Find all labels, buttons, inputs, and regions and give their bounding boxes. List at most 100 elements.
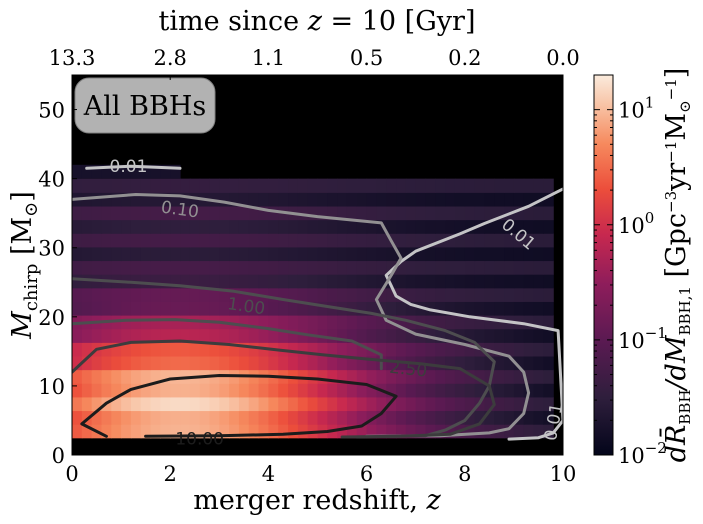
heatmap-cell: [248, 424, 260, 439]
x-tick-label: 2: [164, 462, 177, 486]
heatmap-cell: [484, 192, 495, 207]
heatmap-cell: [238, 246, 250, 262]
heatmap-cell: [111, 383, 122, 398]
heatmap-cell: [396, 219, 407, 234]
heatmap-cell: [140, 383, 152, 398]
heatmap-cell: [307, 260, 319, 275]
heatmap-cell: [346, 219, 358, 234]
heatmap-cell: [288, 410, 299, 425]
heatmap-cell: [543, 355, 554, 371]
heatmap-cell: [504, 355, 515, 371]
heatmap-cell: [484, 410, 495, 425]
heatmap-cell: [111, 396, 122, 412]
heatmap-cell: [121, 396, 132, 412]
heatmap-cell: [346, 410, 358, 425]
heatmap-cell: [72, 260, 83, 275]
heatmap-cell: [180, 287, 191, 302]
heatmap-cell: [543, 205, 554, 221]
heatmap-cell: [229, 328, 240, 343]
heatmap-cell: [337, 219, 348, 234]
heatmap-cell: [435, 328, 446, 343]
heatmap-cell: [454, 342, 466, 357]
heatmap-cell: [356, 369, 368, 384]
heatmap-cell: [494, 287, 505, 302]
heatmap-cell: [258, 178, 269, 193]
heatmap-cell: [523, 287, 535, 302]
heatmap-cell: [494, 369, 505, 384]
heatmap-cell: [258, 424, 269, 439]
heatmap-cell: [337, 383, 348, 398]
heatmap-cell: [523, 274, 535, 289]
heatmap-cell: [425, 410, 436, 425]
heatmap-cell: [150, 274, 161, 289]
heatmap-cell: [130, 178, 142, 193]
heatmap-cell: [454, 369, 466, 384]
heatmap-cell: [474, 233, 486, 248]
heatmap-cell: [435, 205, 446, 221]
heatmap-cell: [327, 410, 338, 425]
heatmap-cell: [484, 301, 495, 316]
heatmap-cell: [405, 424, 417, 439]
heatmap-cell: [543, 410, 554, 425]
heatmap-cell: [180, 355, 191, 371]
heatmap-cell: [219, 274, 230, 289]
heatmap-cell: [317, 260, 328, 275]
heatmap-cell: [121, 164, 132, 179]
heatmap-cell: [543, 287, 554, 302]
heatmap-cell: [396, 424, 407, 439]
heatmap-cell: [238, 410, 250, 425]
heatmap-cell: [130, 424, 142, 439]
heatmap-cell: [248, 192, 260, 207]
heatmap-cell: [523, 315, 535, 330]
heatmap-cell: [307, 383, 319, 398]
heatmap-cell: [346, 369, 358, 384]
heatmap-cell: [317, 192, 328, 207]
heatmap-cell: [288, 192, 299, 207]
heatmap-cell: [307, 410, 319, 425]
heatmap-cell: [396, 301, 407, 316]
heatmap-cell: [91, 178, 103, 193]
heatmap-cell: [484, 315, 495, 330]
heatmap-cell: [386, 355, 397, 371]
heatmap-cell: [170, 274, 181, 289]
heatmap-cell: [415, 410, 427, 425]
x-tick-label: 6: [360, 462, 373, 486]
heatmap-cell: [464, 328, 476, 343]
heatmap-cell: [513, 178, 525, 193]
heatmap-cell: [278, 260, 289, 275]
heatmap-cell: [121, 287, 132, 302]
heatmap-cell: [258, 410, 269, 425]
heatmap-cell: [72, 355, 83, 371]
heatmap-cell: [454, 192, 466, 207]
heatmap-cell: [484, 233, 495, 248]
heatmap-cell: [464, 301, 476, 316]
heatmap-cell: [278, 219, 289, 234]
heatmap-cell: [337, 274, 348, 289]
heatmap-cell: [72, 164, 83, 179]
heatmap-cell: [366, 287, 378, 302]
heatmap-cell: [356, 274, 368, 289]
heatmap-cell: [327, 246, 338, 262]
heatmap-cell: [130, 315, 142, 330]
heatmap-cell: [278, 192, 289, 207]
heatmap-cell: [101, 260, 112, 275]
heatmap-cell: [248, 396, 260, 412]
contour-line: [384, 187, 563, 441]
heatmap-cell: [91, 355, 103, 371]
heatmap-cell: [91, 301, 103, 316]
heatmap-cell: [268, 260, 279, 275]
heatmap-cell: [484, 205, 495, 221]
heatmap-cell: [307, 396, 319, 412]
heatmap-cell: [425, 178, 436, 193]
heatmap-cell: [91, 219, 103, 234]
heatmap-cell: [160, 219, 171, 234]
heatmap-cell: [288, 274, 299, 289]
heatmap-cell: [445, 205, 456, 221]
heatmap-cell: [376, 192, 387, 207]
heatmap-cell: [140, 260, 152, 275]
heatmap-cell: [543, 233, 554, 248]
heatmap-cell: [376, 369, 387, 384]
heatmap-cell: [396, 287, 407, 302]
heatmap-cell: [111, 205, 122, 221]
heatmap-cell: [121, 410, 132, 425]
